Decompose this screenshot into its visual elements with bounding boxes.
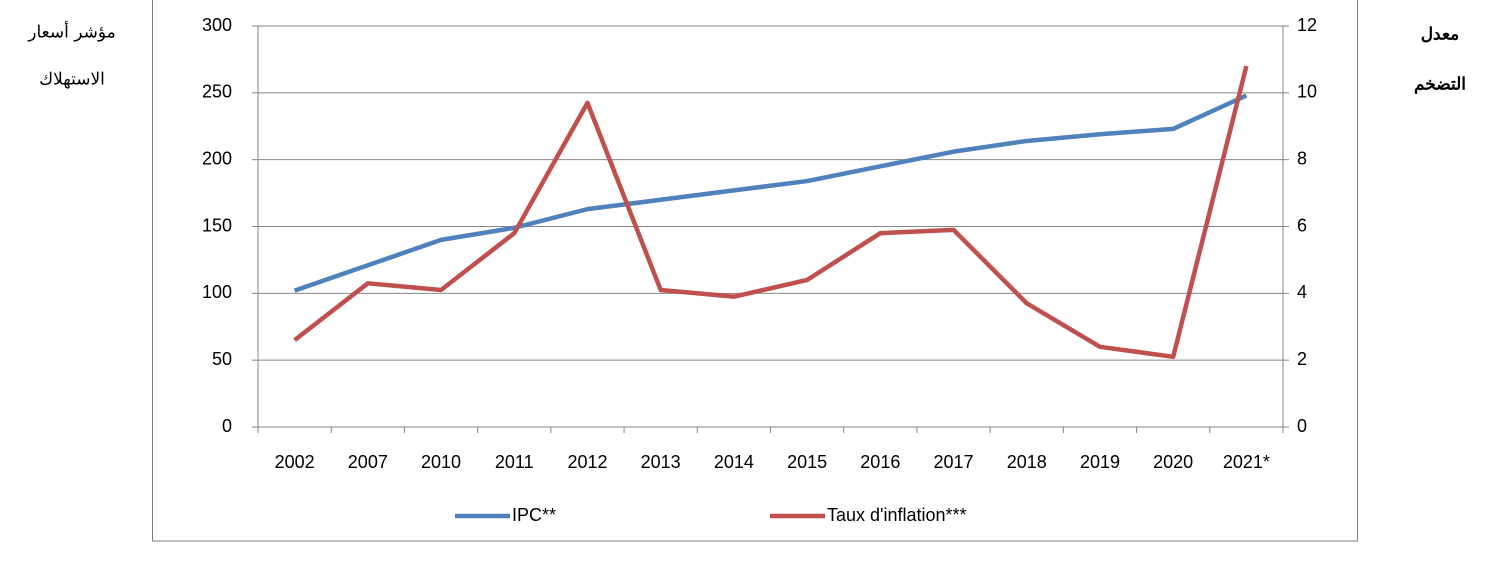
x-tick-label: 2017	[934, 452, 974, 472]
y-tick-label: 50	[212, 349, 232, 369]
y2-tick-label: 6	[1297, 215, 1307, 235]
x-tick-label: 2019	[1080, 452, 1120, 472]
x-tick-label: 2007	[348, 452, 388, 472]
x-tick-label: 2012	[567, 452, 607, 472]
series-line	[293, 65, 1249, 360]
y2-tick-label: 4	[1297, 282, 1307, 302]
y2-tick-label: 12	[1297, 15, 1317, 35]
x-tick-label: 2013	[641, 452, 681, 472]
y-tick-label: 300	[202, 15, 232, 35]
y-axis-label: مؤشر أسعار	[27, 21, 115, 43]
y2-tick-label: 10	[1297, 82, 1317, 102]
y-tick-label: 0	[222, 416, 232, 436]
x-tick-label: 2021*	[1223, 452, 1270, 472]
chart-frame	[152, 0, 1358, 542]
x-tick-label: 2020	[1153, 452, 1193, 472]
x-tick-label: 2018	[1007, 452, 1047, 472]
legend-label: Taux d'inflation***	[827, 505, 967, 525]
y-tick-label: 100	[202, 282, 232, 302]
x-tick-label: 2015	[787, 452, 827, 472]
x-tick-label: 2002	[275, 452, 315, 472]
y2-axis-label: معدل	[1421, 25, 1460, 45]
y-tick-label: 250	[202, 82, 232, 102]
x-tick-label: 2010	[421, 452, 461, 472]
y-tick-label: 200	[202, 148, 232, 168]
y-tick-label: 150	[202, 215, 232, 235]
y2-tick-label: 0	[1297, 416, 1307, 436]
x-tick-label: 2011	[495, 452, 534, 472]
series-line	[293, 93, 1248, 293]
legend-label: IPC**	[512, 505, 556, 525]
y2-axis-label: التضخم	[1414, 75, 1466, 95]
x-tick-label: 2014	[714, 452, 754, 472]
y-axis-label: الاستهلاك	[39, 70, 105, 90]
y2-tick-label: 2	[1297, 349, 1307, 369]
y2-tick-label: 8	[1297, 148, 1307, 168]
x-tick-label: 2016	[860, 452, 900, 472]
